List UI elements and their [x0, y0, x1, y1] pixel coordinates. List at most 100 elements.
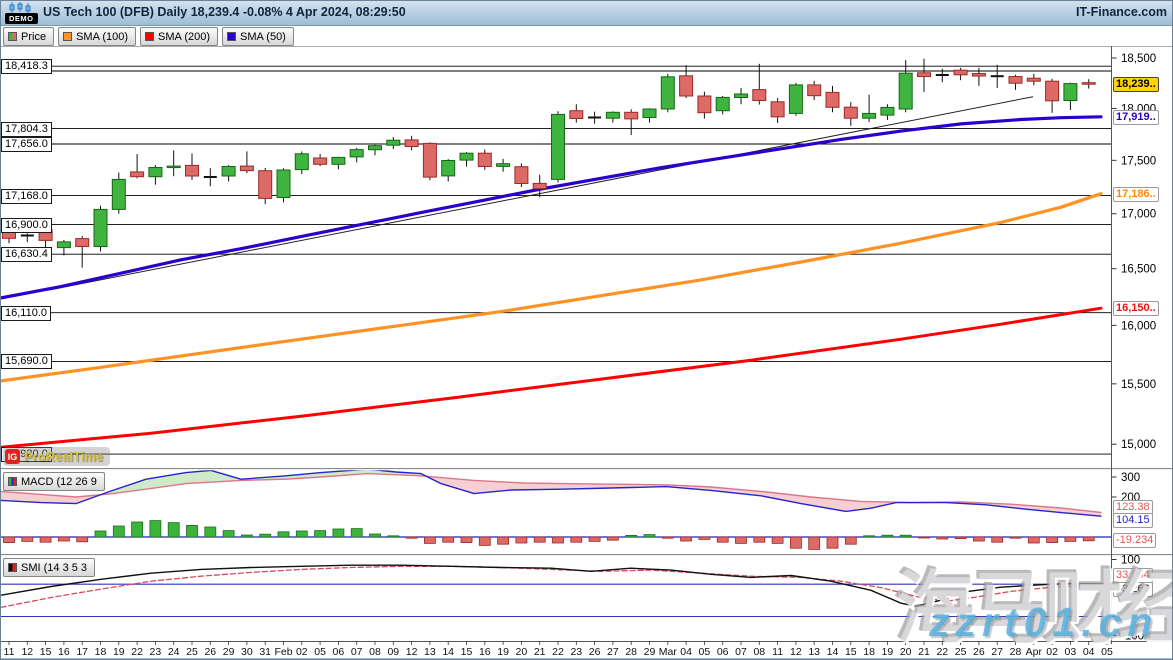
candle-body [294, 153, 309, 171]
prorealtime-logo[interactable]: IG ProRealTime [3, 447, 111, 466]
price-tick-label: 18,500 [1121, 53, 1156, 65]
x-tick-label: 11 [4, 646, 15, 658]
macd-label-chip[interactable]: MACD (12 26 9 [3, 472, 105, 491]
legend-chip-sma-50[interactable]: SMA (50) [222, 27, 294, 46]
candle-body [148, 167, 163, 178]
macd-histogram-bar [240, 534, 253, 538]
sma-price-badge: 16,150.. [1113, 301, 1159, 317]
bottom-strip [1, 658, 1172, 659]
candle-body [715, 96, 730, 112]
macd-histogram-bar [39, 536, 52, 543]
x-tick-label: 04 [680, 646, 692, 658]
candle-body [258, 170, 273, 199]
x-tick-label: 13 [808, 646, 820, 658]
macd-histogram-bar [259, 533, 272, 538]
macd-histogram-bar [973, 536, 985, 542]
sma-swatch-icon [145, 32, 155, 41]
macd-panel[interactable] [1, 469, 1111, 550]
macd-histogram-bar [698, 536, 711, 540]
x-tick-label: 03 [1065, 646, 1077, 658]
macd-histogram-bar [1082, 536, 1095, 542]
price-tick-label: 15,000 [1121, 439, 1156, 451]
candle-body [185, 164, 199, 177]
macd-line [1, 469, 1102, 517]
legend-chip-label: SMA (100) [76, 30, 129, 43]
x-tick-label: 25 [186, 646, 198, 658]
x-tick-label: 04 [1083, 646, 1095, 658]
candle-body [130, 171, 145, 178]
smi-tick-label: -50 [1121, 612, 1138, 624]
demo-badge: DEMO [5, 13, 38, 24]
price-level-label: 18,418.3 [1, 59, 52, 75]
x-tick-label: 06 [717, 646, 729, 658]
x-tick-label: 28 [1010, 646, 1022, 658]
x-tick-label: 18 [863, 646, 875, 658]
macd-histogram-bar [844, 536, 857, 545]
macd-histogram-bar [3, 536, 15, 543]
x-tick-label: 30 [241, 646, 253, 658]
candle-body [807, 84, 822, 97]
smi-label-chip[interactable]: SMI (14 3 5 3 [3, 558, 96, 577]
x-tick-label: 07 [351, 646, 363, 658]
macd-histogram-bar [204, 526, 217, 538]
macd-histogram-bar [808, 536, 821, 550]
macd-label: MACD (12 26 9 [21, 475, 97, 488]
x-tick-label: 15 [461, 646, 473, 658]
sma-200-line [1, 306, 1103, 449]
smi-tick-label: 100 [1121, 555, 1140, 567]
smi-value-badge: 33.266 [1113, 582, 1153, 597]
candle-body [496, 163, 511, 167]
price-tick-label: 16,000 [1121, 320, 1156, 332]
macd-histogram-bar [753, 536, 766, 543]
x-tick-label: 17 [76, 646, 88, 658]
macd-histogram-bar [222, 530, 235, 538]
title-bar: US Tech 100 (DFB) Daily 18,239.4 -0.08% … [1, 1, 1172, 26]
macd-histogram-bar [350, 528, 363, 538]
candle-body [93, 208, 108, 247]
candle-body [734, 93, 748, 98]
macd-histogram-bar [76, 536, 89, 543]
x-tick-label: 21 [534, 646, 546, 658]
x-tick-label: 19 [497, 646, 509, 658]
legend-row: Price SMA (100) SMA (200) SMA (50) [3, 27, 294, 46]
price-tick-label: 16,500 [1121, 264, 1156, 276]
legend-chip-sma-200[interactable]: SMA (200) [140, 27, 218, 46]
legend-chip-label: SMA (50) [240, 30, 286, 43]
candle-body [386, 139, 401, 146]
macd-histogram-bar [771, 536, 784, 544]
candle-body [532, 182, 547, 190]
macd-histogram-bar [497, 536, 510, 545]
macd-fill [101, 469, 427, 495]
smi-panel[interactable] [1, 564, 1134, 618]
x-tick-label: 26 [973, 646, 985, 658]
legend-chip-sma-100[interactable]: SMA (100) [58, 27, 137, 46]
mini-candles-icon [9, 2, 31, 13]
candle-body [239, 165, 254, 172]
x-tick-label: 02 [1046, 646, 1058, 658]
macd-histogram-bar [954, 536, 967, 540]
macd-histogram-bar [387, 535, 400, 538]
brand-link[interactable]: IT-Finance.com [1076, 5, 1167, 19]
macd-histogram-bar [991, 536, 1004, 543]
x-tick-label: 14 [442, 646, 454, 658]
ig-logo: IG [5, 449, 20, 464]
smi-tick-label: -100 [1121, 631, 1144, 643]
macd-histogram-bar [863, 535, 875, 538]
x-tick-label: 05 [699, 646, 711, 658]
trendline[interactable] [48, 96, 1034, 291]
macd-histogram-bar [716, 536, 729, 543]
candle-body [459, 152, 474, 161]
x-tick-label: 08 [753, 646, 765, 658]
price-panel[interactable] [1, 58, 1111, 455]
price-tick-label: 17,500 [1121, 155, 1156, 167]
x-tick-label: 07 [735, 646, 747, 658]
candle-body [660, 76, 675, 110]
price-level-label: 15,690.0 [1, 354, 52, 370]
x-tick-label: 09 [387, 646, 399, 658]
x-tick-label: 25 [955, 646, 967, 658]
legend-chip-price[interactable]: Price [3, 27, 55, 46]
macd-histogram-bar [295, 530, 308, 538]
macd-histogram-bar [918, 536, 930, 539]
macd-histogram-bar [1009, 536, 1022, 539]
